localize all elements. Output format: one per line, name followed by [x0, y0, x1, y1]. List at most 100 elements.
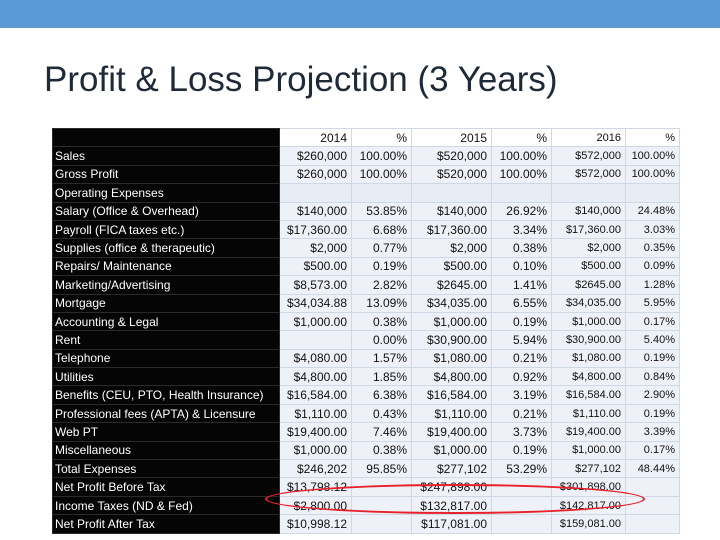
amount-cell	[551, 183, 626, 203]
table-row: Supplies (office & therapeutic) $2,000 0.7…	[52, 238, 680, 258]
table-row: Payroll (FICA taxes etc.) $17,360.00 6.68%…	[52, 219, 680, 240]
amount-cell: $17,360.00	[411, 219, 492, 240]
amount-cell: $4,800.00	[411, 367, 492, 387]
amount-cell: $16,584.00	[411, 385, 492, 405]
row-label: Marketing/Advertising	[52, 275, 280, 295]
percent-cell: 5.40%	[625, 330, 680, 350]
amount-cell: $2645.00	[551, 275, 626, 295]
amount-cell: $140,000	[279, 201, 352, 221]
row-label: Benefits (CEU, PTO, Health Insurance)	[52, 385, 280, 405]
percent-cell: 1.57%	[351, 348, 412, 369]
percent-cell: 3.34%	[491, 219, 552, 240]
percent-cell: 0.84%	[625, 367, 680, 387]
percent-cell: 3.39%	[625, 422, 680, 442]
row-label: Payroll (FICA taxes etc.)	[52, 219, 280, 240]
percent-cell	[625, 183, 680, 203]
profit-loss-table: 2014% 2015% 2016% Sales $260,000 100.00% $520,…	[52, 127, 680, 534]
table-row: Sales $260,000 100.00% $520,000 100.00% $572,…	[52, 146, 680, 166]
row-label: Supplies (office & therapeutic)	[52, 238, 280, 258]
amount-cell: $140,000	[551, 201, 626, 221]
header-cell: 2014	[279, 127, 352, 148]
amount-cell: $16,584.00	[279, 385, 352, 405]
percent-cell	[625, 514, 680, 534]
percent-cell: 1.41%	[491, 275, 552, 295]
amount-cell: $2,000	[411, 238, 492, 258]
table-row: Net Profit Before Tax $13,798.12 $247,898.…	[52, 477, 680, 497]
header-label-cell	[52, 127, 280, 148]
amount-cell: $246,202	[279, 459, 352, 479]
percent-cell	[625, 477, 680, 497]
amount-cell: $159,081.00	[551, 514, 626, 534]
percent-cell: 0.38%	[351, 440, 412, 461]
percent-cell: 100.00%	[625, 146, 680, 166]
percent-cell: 26.92%	[491, 201, 552, 221]
percent-cell: 0.21%	[491, 348, 552, 369]
amount-cell: $19,400.00	[411, 422, 492, 442]
percent-cell: 0.38%	[491, 238, 552, 258]
row-label: Gross Profit	[52, 164, 280, 185]
percent-cell	[625, 495, 680, 516]
row-label: Utilities	[52, 367, 280, 387]
percent-cell	[351, 183, 412, 203]
percent-cell: 13.09%	[351, 293, 412, 313]
amount-cell: $1,000.00	[279, 311, 352, 332]
amount-cell	[411, 183, 492, 203]
header-row: 2014% 2015% 2016%	[52, 127, 680, 148]
row-label: Accounting & Legal	[52, 311, 280, 332]
percent-cell: 100.00%	[491, 164, 552, 185]
percent-cell: 5.95%	[625, 293, 680, 313]
amount-cell: $1,000.00	[551, 440, 626, 461]
percent-cell: 95.85%	[351, 459, 412, 479]
amount-cell: $520,000	[411, 164, 492, 185]
amount-cell: $10,998.12	[279, 514, 352, 534]
row-label: Income Taxes (ND & Fed)	[52, 495, 280, 516]
table-row: Telephone $4,080.00 1.57% $1,080.00 0.21% $1,…	[52, 348, 680, 369]
amount-cell: $17,360.00	[551, 219, 626, 240]
row-label: Operating Expenses	[52, 183, 280, 203]
table-row: Net Profit After Tax $10,998.12 $117,081.0…	[52, 514, 680, 534]
amount-cell: $1,110.00	[411, 403, 492, 424]
amount-cell: $19,400.00	[279, 422, 352, 442]
row-label: Rent	[52, 330, 280, 350]
table-row: Operating Expenses	[52, 183, 680, 203]
table-row: Utilities $4,800.00 1.85% $4,800.00 0.92% $4,…	[52, 367, 680, 387]
amount-cell: $247,898.00	[411, 477, 492, 497]
percent-cell: 1.85%	[351, 367, 412, 387]
amount-cell: $13,798.12	[279, 477, 352, 497]
percent-cell: 0.19%	[625, 348, 680, 369]
amount-cell: $500.00	[411, 256, 492, 277]
row-label: Salary (Office & Overhead)	[52, 201, 280, 221]
amount-cell	[279, 183, 352, 203]
percent-cell: 48.44%	[625, 459, 680, 479]
table-row: Gross Profit $260,000 100.00% $520,000 100.0…	[52, 164, 680, 185]
percent-cell: 6.68%	[351, 219, 412, 240]
amount-cell: $19,400.00	[551, 422, 626, 442]
percent-cell: 3.19%	[491, 385, 552, 405]
percent-cell	[491, 183, 552, 203]
amount-cell: $132,817.00	[411, 495, 492, 516]
amount-cell: $2,000	[551, 238, 626, 258]
table-row: Salary (Office & Overhead) $140,000 53.85%…	[52, 201, 680, 221]
amount-cell: $34,035.00	[551, 293, 626, 313]
percent-cell	[351, 477, 412, 497]
row-label: Professional fees (APTA) & Licensure	[52, 403, 280, 424]
table-row: Mortgage $34,034.88 13.09% $34,035.00 6.55% $…	[52, 293, 680, 313]
row-label: Net Profit Before Tax	[52, 477, 280, 497]
amount-cell: $1,110.00	[551, 403, 626, 424]
amount-cell: $140,000	[411, 201, 492, 221]
amount-cell: $260,000	[279, 146, 352, 166]
percent-cell: 6.55%	[491, 293, 552, 313]
amount-cell: $1,000.00	[411, 311, 492, 332]
table-row: Web PT $19,400.00 7.46% $19,400.00 3.73% $19,…	[52, 422, 680, 442]
percent-cell: 100.00%	[351, 164, 412, 185]
row-label: Net Profit After Tax	[52, 514, 280, 534]
amount-cell: $1,080.00	[551, 348, 626, 369]
percent-cell: 0.19%	[625, 403, 680, 424]
table-row: Accounting & Legal $1,000.00 0.38% $1,000.0…	[52, 311, 680, 332]
percent-cell	[491, 495, 552, 516]
amount-cell: $17,360.00	[279, 219, 352, 240]
table-row: Benefits (CEU, PTO, Health Insurance) $16…	[52, 385, 680, 405]
amount-cell: $572,000	[551, 146, 626, 166]
row-label: Mortgage	[52, 293, 280, 313]
percent-cell	[351, 514, 412, 534]
